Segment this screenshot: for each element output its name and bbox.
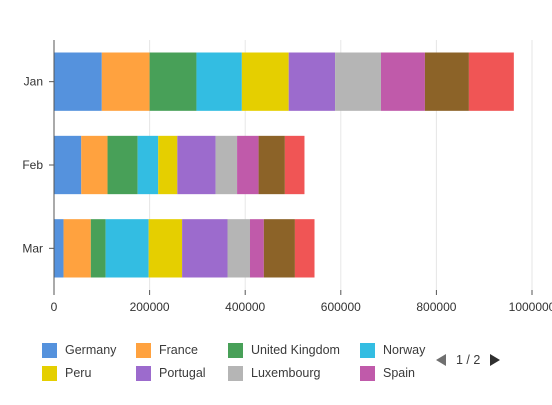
- y-tick-label: Mar: [22, 241, 43, 255]
- bar-segment: [380, 52, 425, 111]
- x-tick-label: 800000: [416, 300, 456, 314]
- legend-item[interactable]: Spain: [360, 363, 415, 383]
- legend-label: Norway: [383, 343, 426, 357]
- legend-item[interactable]: France: [136, 340, 198, 360]
- bar-segment: [54, 219, 64, 278]
- bar-segment: [288, 52, 336, 111]
- chart-legend: Germany France United Kingdom Norway Peru Por…: [42, 340, 442, 386]
- bar-segment: [424, 52, 469, 111]
- bar-segment: [241, 52, 289, 111]
- legend-item[interactable]: Luxembourg: [228, 363, 321, 383]
- x-tick-label: 1000000: [509, 300, 552, 314]
- bar-segment: [182, 219, 228, 278]
- legend-item[interactable]: Peru: [42, 363, 91, 383]
- legend-swatch: [360, 342, 375, 358]
- bar-segment: [196, 52, 242, 111]
- bar-segment: [227, 219, 250, 278]
- legend-item[interactable]: Germany: [42, 340, 116, 360]
- bar-segment: [215, 135, 238, 195]
- bar-segment: [101, 52, 150, 111]
- bar-segment: [237, 135, 259, 195]
- legend-swatch: [136, 342, 151, 358]
- bar-segment: [468, 52, 514, 111]
- legend-label: Spain: [383, 366, 415, 380]
- bar-segment: [177, 135, 216, 195]
- x-tick-label: 400000: [225, 300, 265, 314]
- bar-segment: [249, 219, 264, 278]
- bar-segment: [107, 135, 138, 195]
- legend-swatch: [42, 342, 57, 358]
- bar-segment: [149, 52, 197, 111]
- bar-segment: [63, 219, 91, 278]
- legend-label: Portugal: [159, 366, 206, 380]
- bar-segment: [258, 135, 285, 195]
- bar-segment: [105, 219, 149, 278]
- legend-label: United Kingdom: [251, 343, 340, 357]
- legend-item[interactable]: Portugal: [136, 363, 206, 383]
- legend-page-indicator: 1 / 2: [456, 353, 481, 367]
- x-tick-label: 200000: [130, 300, 170, 314]
- y-tick-label: Jan: [24, 75, 43, 89]
- legend-label: France: [159, 343, 198, 357]
- legend-prev-page-icon[interactable]: [436, 354, 446, 366]
- bar-segment: [294, 219, 315, 278]
- bar-segment: [148, 219, 183, 278]
- x-tick-label: 600000: [321, 300, 361, 314]
- legend-swatch: [228, 365, 243, 381]
- legend-item[interactable]: Norway: [360, 340, 425, 360]
- bar-segment: [263, 219, 295, 278]
- legend-item[interactable]: United Kingdom: [228, 340, 340, 360]
- legend-swatch: [42, 365, 57, 381]
- y-tick-label: Feb: [22, 158, 43, 172]
- legend-swatch: [136, 365, 151, 381]
- bar-segment: [90, 219, 106, 278]
- legend-swatch: [360, 365, 375, 381]
- legend-swatch: [228, 342, 243, 358]
- legend-pager: 1 / 2: [436, 350, 501, 370]
- legend-label: Luxembourg: [251, 366, 321, 380]
- bar-segment: [335, 52, 381, 111]
- bar-segment: [54, 135, 82, 195]
- bar-segment: [81, 135, 108, 195]
- legend-label: Peru: [65, 366, 92, 380]
- bar-segment: [158, 135, 178, 195]
- bar-segment: [54, 52, 102, 111]
- legend-next-page-icon[interactable]: [490, 354, 501, 366]
- x-tick-label: 0: [51, 300, 58, 314]
- bar-segment: [137, 135, 159, 195]
- bar-segment: [284, 135, 305, 195]
- legend-label: Germany: [65, 343, 117, 357]
